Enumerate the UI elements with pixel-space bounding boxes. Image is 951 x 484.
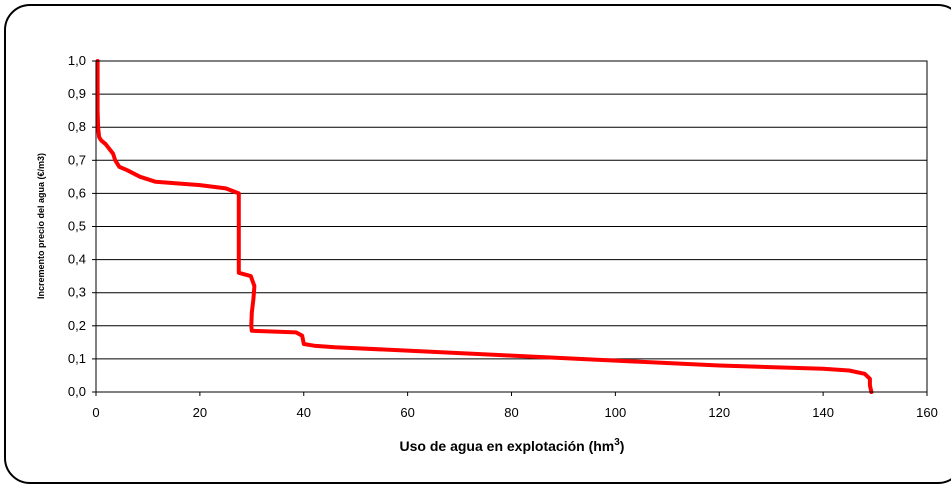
y-tick-label: 0,4 bbox=[68, 252, 86, 267]
x-tick-label: 20 bbox=[193, 405, 207, 420]
chart: 0,0 0,1 0,2 0,3 0,4 0,5 0,6 0,7 0,8 0,9 1,0 0 20 40 6… bbox=[36, 53, 938, 454]
y-tick-label: 0,9 bbox=[68, 86, 86, 101]
y-tick-label: 1,0 bbox=[68, 53, 86, 68]
y-axis-title: Incremento precio del agua (€/m3) bbox=[36, 153, 46, 299]
y-tick-label: 0,1 bbox=[68, 351, 86, 366]
y-tick-label: 0,0 bbox=[68, 384, 86, 399]
y-tick-label: 0,5 bbox=[68, 219, 86, 234]
y-tick-label: 0,2 bbox=[68, 318, 86, 333]
x-tick-label: 140 bbox=[812, 405, 834, 420]
y-tick-label: 0,8 bbox=[68, 119, 86, 134]
series-layer bbox=[95, 59, 874, 394]
plot-area-border bbox=[95, 60, 928, 393]
x-tick-label: 100 bbox=[605, 405, 627, 420]
x-axis-title: Uso de agua en explotación (hm3) bbox=[400, 437, 625, 454]
x-tick-labels: 0 20 40 60 80 100 120 140 160 bbox=[92, 405, 937, 420]
x-tick-label: 160 bbox=[916, 405, 938, 420]
y-tick-label: 0,7 bbox=[68, 152, 86, 167]
grid-lines bbox=[96, 60, 927, 393]
series-line bbox=[95, 59, 874, 394]
x-tick-label: 40 bbox=[297, 405, 311, 420]
y-tick-label: 0,6 bbox=[68, 185, 86, 200]
axes bbox=[92, 60, 928, 396]
x-tick-label: 0 bbox=[92, 405, 99, 420]
y-tick-labels: 0,0 0,1 0,2 0,3 0,4 0,5 0,6 0,7 0,8 0,9 1,0 bbox=[68, 53, 86, 399]
x-tick-label: 80 bbox=[504, 405, 518, 420]
x-tick-label: 120 bbox=[708, 405, 730, 420]
y-tick-label: 0,3 bbox=[68, 285, 86, 300]
x-tick-label: 60 bbox=[400, 405, 414, 420]
